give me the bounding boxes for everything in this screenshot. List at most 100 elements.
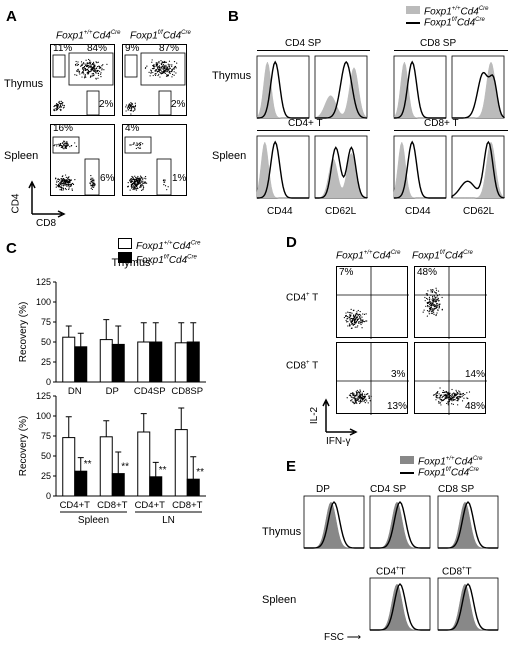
axis-label-il2: IL-2 [309,406,321,425]
y-tick-label: 100 [36,297,51,307]
histogram [393,55,447,119]
histogram [314,135,368,199]
hist-header-cd8t: CD8+ T [424,118,459,129]
quad-tr: 3% [391,369,406,380]
bar-ko [186,478,200,497]
hist-header-cd8t: CD8+T [442,566,472,578]
x-tick-label: CD4SP [134,386,166,397]
hist-header-dp: DP [316,484,330,495]
x-tick-label: DP [106,386,119,397]
quad-tl: 9% [125,43,140,54]
scatter-dots [124,52,186,116]
panel-a-col-wt: Foxp1+/+Cd4Cre [56,30,121,42]
bar-wt [62,437,76,497]
quad-tr: 84% [87,43,108,54]
error-bar [65,416,72,438]
bar-wt [62,336,76,383]
error-bar [77,332,84,347]
histogram [256,55,310,119]
y-tick-label: 100 [36,411,51,421]
y-tick-label: 75 [41,431,51,441]
bar-ko [186,341,200,383]
histogram [369,495,431,549]
y-tick-label: 25 [41,357,51,367]
bar-ko [111,343,125,383]
scatter-dots [337,267,409,339]
quad-br: 2% [99,99,114,110]
panel-b-row-thymus: Thymus [212,70,252,82]
quad-br: 48% [465,401,486,412]
quad-tr: 87% [159,43,180,54]
axis-arrows-a [28,180,66,218]
chart-title: Thymus [111,257,151,269]
x-tick-label: CD8+T [172,500,203,511]
panel-e-label: E [286,458,297,475]
quad-tl: 7% [339,267,354,278]
hist-header-cd8sp-line [394,50,508,51]
hist-header-cd4sp: CD4 SP [285,38,322,49]
hist-header-cd8sp: CD8 SP [420,38,457,49]
flow-plot-a-spleen-wt: 16% 6% [50,123,115,196]
significance-mark: ** [196,467,204,478]
significance-mark: ** [84,459,92,470]
axis-label-cd8: CD8 [36,218,57,229]
axis-label-ifng: IFN-γ [326,436,351,447]
scatter-dots [52,52,114,116]
error-bar [77,457,84,472]
error-bar [152,461,159,477]
hist-header-cd4t: CD4+ T [288,118,323,129]
hist-header-cd4t-line [257,130,370,131]
panel-e-legend: Foxp1+/+Cd4Cre Foxp1f/fCd4Cre [400,456,483,479]
y-tick-label: 0 [46,377,51,387]
panel-b-row-spleen: Spleen [212,150,247,162]
y-tick-label: 75 [41,317,51,327]
y-tick-label: 0 [46,491,51,501]
x-tick-label: CD4+T [135,500,166,511]
quad-br: 2% [171,99,186,110]
hist-xlabel-cd62l: CD62L [463,206,495,217]
flow-plot-d-cd8-ko: 14% 48% [414,342,487,415]
arrow-right-icon: ⟶ [346,632,362,643]
quad-br: 1% [172,173,187,184]
panel-d-col-ko: Foxp1f/fCd4Cre [412,250,473,262]
scatter-dots [415,343,487,415]
bar-ko [149,476,163,497]
group-label: LN [162,515,175,526]
flow-plot-d-cd8-wt: 3% 13% [336,342,409,415]
fsc-text: FSC [324,632,344,643]
group-label: Spleen [78,515,109,526]
quad-tl: 48% [417,267,438,278]
axis-arrows-d [322,398,358,436]
bar-ko [74,346,88,383]
bar-ko [149,341,163,383]
quad-br: 13% [387,401,408,412]
flow-plot-a-thymus-wt: 11% 84% 2% [50,43,115,116]
panel-a-col-ko: Foxp1f/fCd4Cre [130,30,191,42]
panel-d-col-wt: Foxp1+/+Cd4Cre [336,250,401,262]
significance-mark: ** [159,465,167,476]
histogram [393,135,447,199]
panel-c-legend: Foxp1+/+Cd4Cre Foxp1f/fCd4Cre [118,238,201,266]
bar-wt [174,342,188,383]
bar-wt [174,429,188,497]
hist-header-cd4sp-line [257,50,370,51]
hist-header-cd4t: CD4+T [376,566,406,578]
flow-plot-a-spleen-ko: 4% 1% [122,123,187,196]
error-bar [103,420,110,437]
hist-header-cd8t-line [394,130,508,131]
y-tick-label: 125 [36,277,51,287]
error-bar [140,322,147,342]
flow-plot-a-thymus-ko: 9% 87% 2% [122,43,187,116]
scatter-dots [52,136,100,196]
histogram [437,495,499,549]
quad-tr: 14% [465,369,486,380]
bar-wt [137,341,151,383]
panel-e-row-spleen: Spleen [262,594,297,606]
hist-xlabel-cd44: CD44 [405,206,431,217]
x-tick-label: CD8SP [171,386,203,397]
scatter-dots [415,267,487,339]
y-tick-label: 50 [41,451,51,461]
hist-header-cd4sp: CD4 SP [370,484,407,495]
panel-d-row-cd4: CD4+ T [286,292,319,304]
panel-c-charts: 0 25 50 75 100 125 Recovery (%) DN DP CD4SP CD8SP T… [18,257,206,526]
